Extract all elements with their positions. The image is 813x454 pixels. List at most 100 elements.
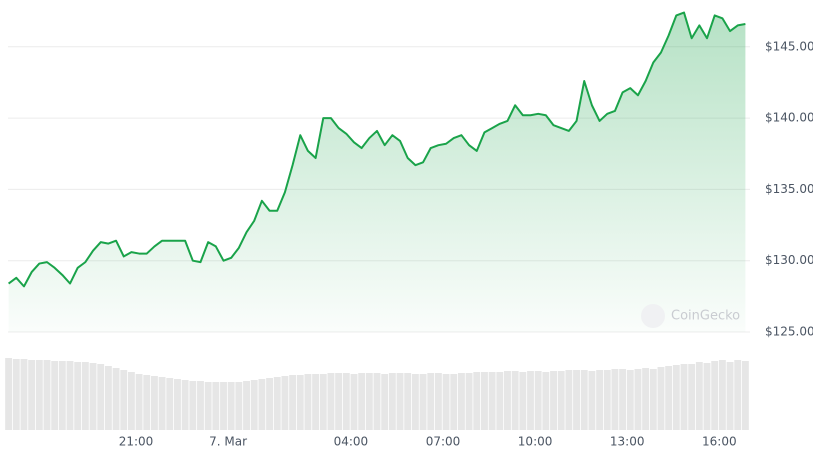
- volume-bar: [672, 365, 680, 430]
- volume-bar: [565, 370, 573, 430]
- volume-bar: [296, 375, 304, 430]
- volume-bar: [519, 372, 527, 430]
- volume-bar: [649, 369, 657, 430]
- volume-bar: [542, 372, 550, 430]
- x-tick-label: 10:00: [518, 435, 553, 449]
- price-line: [8, 11, 746, 288]
- volume-bar: [603, 370, 611, 430]
- volume-bar: [97, 364, 105, 430]
- volume-bar: [388, 373, 396, 430]
- volume-bar: [258, 379, 266, 430]
- volume-bar: [319, 374, 327, 430]
- volume-bar: [74, 362, 82, 430]
- volume-bar: [112, 368, 120, 430]
- watermark: CoinGecko: [641, 304, 740, 328]
- volume-bar: [358, 373, 366, 430]
- x-tick-label: 07:00: [426, 435, 461, 449]
- volume-bar: [143, 375, 151, 430]
- volume-bar: [273, 377, 281, 430]
- volume-bar: [365, 373, 373, 430]
- price-area: [8, 12, 746, 333]
- volume-bar: [373, 373, 381, 430]
- volume-bar: [596, 370, 604, 430]
- volume-bar: [81, 362, 89, 430]
- volume-bar: [189, 381, 197, 430]
- volume-bar: [12, 359, 20, 430]
- volume-bar: [481, 372, 488, 430]
- watermark-logo: [641, 304, 665, 328]
- volume-bar: [220, 382, 227, 430]
- volume-bar: [473, 372, 481, 430]
- volume-bar: [235, 382, 243, 430]
- volume-bar: [335, 373, 343, 430]
- volume-bar: [28, 360, 36, 430]
- volume-bar: [419, 374, 427, 430]
- volume-bar: [204, 382, 212, 430]
- volume-bar: [711, 361, 719, 430]
- volume-bar: [734, 360, 742, 430]
- volume-bar: [342, 373, 350, 430]
- volume-bar: [741, 361, 749, 430]
- volume-bar: [427, 373, 435, 430]
- y-tick-label: $140.00: [765, 111, 813, 125]
- volume-bar: [20, 359, 28, 430]
- volume-bar: [457, 373, 465, 430]
- volume-bar: [557, 371, 565, 430]
- watermark-text: CoinGecko: [671, 309, 740, 324]
- volume-bar: [174, 379, 181, 430]
- volume-bar: [166, 378, 174, 430]
- volume-bar: [150, 376, 158, 430]
- volume-bar: [527, 371, 534, 430]
- volume-bar: [381, 374, 389, 430]
- volume-bar: [197, 381, 204, 430]
- volume-bar: [250, 380, 258, 430]
- volume-bar: [580, 370, 588, 430]
- volume-bar: [511, 371, 519, 430]
- volume-bar: [657, 367, 665, 430]
- volume-bar: [726, 362, 734, 430]
- volume-bar: [550, 371, 557, 430]
- x-tick-label: 13:00: [610, 435, 645, 449]
- volume-bar: [51, 361, 59, 430]
- volume-bar: [634, 369, 642, 430]
- volume-bar: [350, 374, 358, 430]
- volume-bar: [43, 360, 51, 430]
- volume-bar: [450, 374, 458, 430]
- volume-bar: [404, 373, 412, 430]
- volume-bar: [5, 358, 13, 430]
- volume-bar: [127, 372, 135, 430]
- x-tick-label: 16:00: [702, 435, 737, 449]
- volume-bar: [665, 366, 673, 430]
- volume-bar: [434, 373, 442, 430]
- x-tick-label: 7. Mar: [209, 435, 247, 449]
- volume-bar: [465, 373, 473, 430]
- volume-bar: [573, 370, 580, 430]
- y-tick-label: $135.00: [765, 182, 813, 196]
- volume-bar: [496, 372, 504, 430]
- volume-bar: [534, 371, 542, 430]
- volume-bar: [181, 380, 189, 430]
- volume-bar: [688, 364, 696, 430]
- volume-bar: [396, 373, 404, 430]
- volume-bars: [5, 358, 749, 430]
- volume-bar: [642, 368, 650, 430]
- volume-bar: [611, 369, 619, 430]
- volume-bar: [304, 374, 312, 430]
- volume-bar: [718, 360, 726, 430]
- volume-bar: [212, 382, 220, 430]
- volume-bar: [66, 361, 74, 430]
- volume-bar: [411, 374, 419, 430]
- volume-bar: [680, 364, 688, 430]
- volume-bar: [120, 370, 128, 430]
- volume-bar: [281, 376, 289, 430]
- volume-bar: [35, 360, 43, 430]
- volume-bar: [619, 369, 627, 430]
- x-tick-label: 04:00: [334, 435, 369, 449]
- volume-bar: [488, 372, 496, 430]
- y-tick-label: $145.00: [765, 39, 813, 53]
- volume-bar: [58, 361, 66, 430]
- volume-bar: [703, 363, 711, 430]
- x-tick-label: 21:00: [119, 435, 154, 449]
- volume-bar: [504, 371, 511, 430]
- volume-bar: [312, 374, 320, 430]
